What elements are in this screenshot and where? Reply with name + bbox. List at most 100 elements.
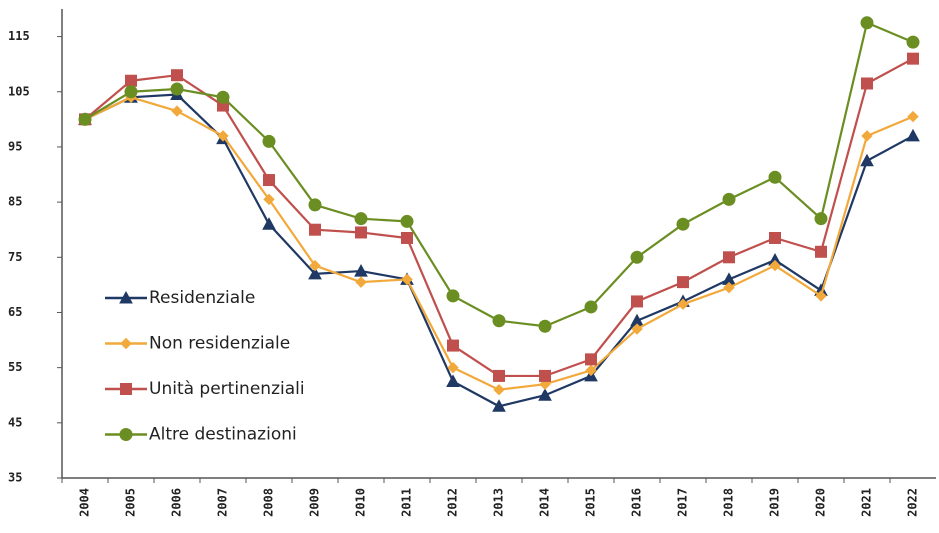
series-line bbox=[84, 93, 914, 408]
data-point bbox=[907, 110, 919, 123]
data-point bbox=[585, 353, 597, 366]
data-point bbox=[677, 298, 689, 310]
data-point bbox=[171, 69, 183, 82]
x-tick-label: 2011 bbox=[400, 488, 414, 517]
data-point bbox=[861, 77, 873, 90]
data-point bbox=[493, 369, 505, 382]
data-point bbox=[217, 130, 229, 142]
data-point bbox=[769, 259, 781, 272]
data-point bbox=[722, 192, 736, 206]
data-point bbox=[769, 231, 781, 244]
data-point bbox=[815, 290, 827, 302]
x-tick-label: 2015 bbox=[584, 488, 598, 517]
data-point bbox=[860, 153, 874, 167]
x-tick-label: 2006 bbox=[170, 488, 184, 517]
x-tick-label: 2022 bbox=[906, 488, 920, 517]
y-tick-label: 105 bbox=[8, 84, 30, 98]
data-point bbox=[631, 295, 643, 308]
data-point bbox=[78, 112, 92, 126]
x-tick-label: 2012 bbox=[446, 488, 460, 517]
data-point bbox=[262, 134, 276, 148]
series-line bbox=[84, 21, 914, 328]
data-point bbox=[447, 361, 459, 374]
data-point bbox=[262, 217, 276, 230]
data-point bbox=[861, 130, 873, 142]
data-point bbox=[355, 276, 367, 288]
legend-label: Unità pertinenziali bbox=[149, 379, 305, 399]
y-tick-label: 45 bbox=[8, 415, 22, 429]
data-point bbox=[906, 35, 920, 49]
x-tick-label: 2007 bbox=[216, 488, 230, 517]
y-tick-label: 85 bbox=[8, 195, 22, 209]
y-tick-label: 115 bbox=[8, 29, 30, 43]
data-point bbox=[400, 214, 414, 228]
data-point bbox=[354, 264, 368, 277]
data-point bbox=[125, 74, 137, 87]
data-point bbox=[493, 384, 505, 396]
data-point bbox=[171, 105, 183, 117]
data-point bbox=[216, 90, 230, 104]
data-point bbox=[860, 16, 874, 30]
data-point bbox=[354, 212, 368, 226]
x-tick-label: 2021 bbox=[860, 488, 874, 517]
data-point bbox=[677, 276, 689, 289]
legend-label: Non residenziale bbox=[149, 334, 290, 354]
x-tick-label: 2013 bbox=[492, 488, 506, 517]
data-point bbox=[907, 52, 919, 65]
legend-marker bbox=[120, 337, 132, 350]
data-point bbox=[308, 266, 322, 280]
data-point bbox=[446, 374, 460, 387]
data-point bbox=[630, 250, 644, 264]
y-tick-label: 75 bbox=[8, 250, 22, 264]
x-tick-label: 2020 bbox=[814, 488, 828, 517]
data-point bbox=[263, 174, 275, 187]
legend-label: Residenziale bbox=[149, 288, 255, 308]
data-point bbox=[676, 217, 690, 231]
data-point bbox=[170, 82, 184, 96]
series-line bbox=[84, 57, 914, 378]
y-tick-label: 65 bbox=[8, 305, 22, 319]
x-tick-label: 2010 bbox=[354, 488, 368, 517]
x-tick-label: 2008 bbox=[262, 488, 276, 517]
x-tick-label: 2018 bbox=[722, 488, 736, 517]
y-tick-label: 95 bbox=[8, 139, 22, 153]
data-point bbox=[124, 85, 138, 99]
data-point bbox=[538, 319, 552, 333]
data-point bbox=[768, 170, 782, 184]
data-point bbox=[585, 364, 597, 377]
data-point bbox=[309, 223, 321, 236]
data-point bbox=[815, 245, 827, 258]
data-point bbox=[401, 231, 413, 244]
x-tick-label: 2009 bbox=[308, 488, 322, 517]
data-point bbox=[723, 251, 735, 264]
x-tick-label: 2014 bbox=[538, 488, 552, 517]
data-point bbox=[308, 198, 322, 212]
x-tick-label: 2019 bbox=[768, 488, 782, 517]
legend-marker bbox=[120, 383, 132, 395]
data-point bbox=[492, 399, 506, 412]
data-point bbox=[447, 339, 459, 352]
x-tick-label: 2016 bbox=[630, 488, 644, 517]
data-point bbox=[538, 388, 552, 401]
data-point bbox=[263, 193, 275, 206]
data-point bbox=[814, 212, 828, 226]
legend-marker bbox=[119, 290, 133, 304]
y-tick-label: 55 bbox=[8, 360, 22, 374]
data-point bbox=[355, 226, 367, 239]
data-point bbox=[631, 323, 643, 335]
data-point bbox=[584, 300, 598, 314]
data-point bbox=[906, 128, 920, 142]
x-tick-label: 2005 bbox=[124, 488, 138, 517]
data-point bbox=[723, 281, 735, 294]
data-point bbox=[492, 314, 506, 328]
legend-label: Altre destinazioni bbox=[149, 425, 297, 445]
x-tick-label: 2004 bbox=[78, 488, 92, 517]
data-point bbox=[446, 289, 460, 303]
data-point bbox=[539, 369, 551, 382]
legend-marker bbox=[119, 428, 133, 441]
y-tick-label: 35 bbox=[8, 471, 22, 485]
data-point bbox=[309, 259, 321, 272]
data-point bbox=[401, 273, 413, 286]
